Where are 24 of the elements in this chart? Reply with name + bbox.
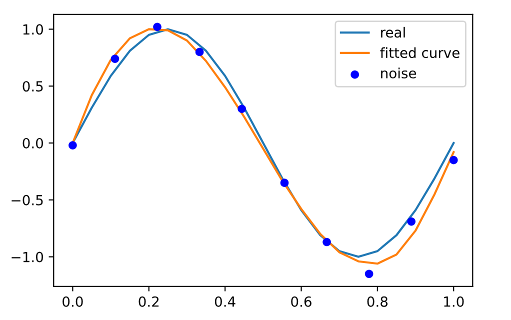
legend-label: real <box>381 26 405 38</box>
y-tick-label: −0.5 <box>12 194 43 206</box>
point <box>195 48 204 56</box>
legend-label: noise <box>381 68 416 78</box>
point <box>322 238 331 246</box>
y-tick-label: 0.0 <box>22 138 44 148</box>
legend-label: fitted curve <box>380 47 460 58</box>
point <box>238 104 246 114</box>
y-tick-label: 1.0 <box>23 24 44 35</box>
point <box>68 141 77 150</box>
x-tick-label: 0.8 <box>367 296 388 307</box>
x-tick-label: 0.4 <box>214 296 236 307</box>
point <box>153 22 162 32</box>
point <box>280 178 289 187</box>
x-tick-label: 0.0 <box>62 296 83 307</box>
x-tick-label: 0.2 <box>138 296 159 307</box>
point <box>364 270 374 278</box>
x-tick-label: 0.6 <box>291 296 312 307</box>
point <box>449 156 458 164</box>
y-tick-label: 0.5 <box>22 81 43 92</box>
x-tick-label: 1.0 <box>444 296 464 307</box>
y-tick-label: −1.0 <box>12 252 44 262</box>
point <box>110 54 120 63</box>
point <box>407 217 416 226</box>
